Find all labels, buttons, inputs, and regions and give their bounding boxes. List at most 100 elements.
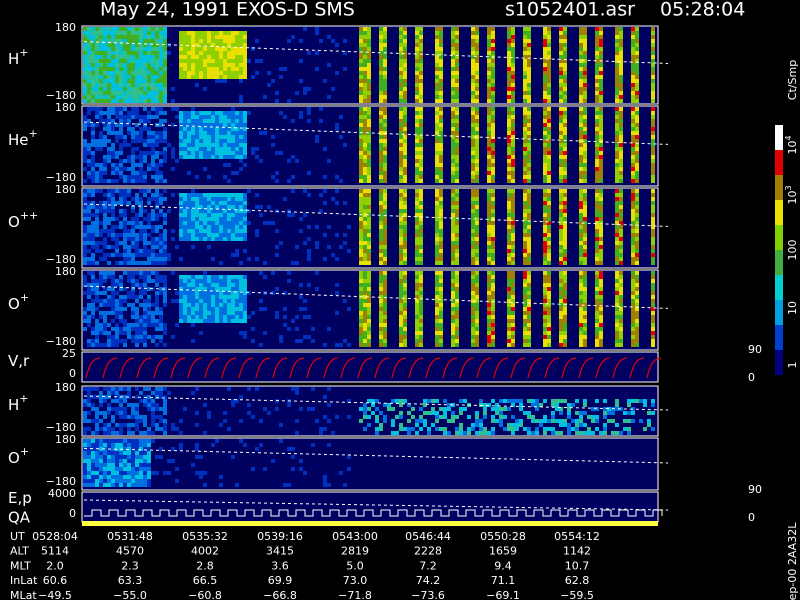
- cell: [103, 253, 107, 257]
- cell: [383, 205, 387, 209]
- cell: [235, 221, 239, 225]
- cell: [231, 131, 235, 135]
- cell: [199, 299, 203, 303]
- cell: [183, 205, 187, 209]
- cell: [403, 261, 407, 265]
- cell: [451, 339, 455, 343]
- cell: [127, 221, 131, 225]
- cell: [547, 51, 551, 55]
- cell: [475, 201, 479, 205]
- cell: [179, 35, 183, 39]
- cell: [523, 31, 527, 35]
- cell: [543, 233, 547, 237]
- cell: [131, 197, 135, 201]
- cell: [599, 163, 603, 167]
- cell: [475, 147, 479, 151]
- cell: [511, 55, 515, 59]
- cell: [139, 35, 143, 39]
- cell: [159, 319, 163, 323]
- cell: [83, 275, 87, 279]
- cell: [599, 35, 603, 39]
- cell: [379, 295, 383, 299]
- cell: [379, 311, 383, 315]
- cell: [195, 319, 199, 323]
- cell: [527, 275, 531, 279]
- cell: [231, 59, 235, 63]
- cell: [187, 119, 191, 123]
- cell: [363, 257, 367, 261]
- cell: [651, 151, 655, 155]
- cell: [147, 249, 151, 253]
- cell: [103, 135, 107, 139]
- cell: [635, 75, 639, 79]
- cell: [235, 307, 239, 311]
- cell: [379, 39, 383, 43]
- cell: [95, 163, 99, 167]
- cell: [327, 327, 331, 331]
- cell: [139, 229, 143, 233]
- cell: [135, 79, 139, 83]
- cell: [207, 307, 211, 311]
- cell: [403, 189, 407, 193]
- cell: [239, 291, 243, 295]
- cell: [507, 35, 511, 39]
- cell: [403, 123, 407, 127]
- cell: [147, 201, 151, 205]
- cell: [475, 171, 479, 175]
- cell: [223, 237, 227, 241]
- cell: [367, 63, 371, 67]
- cell: [87, 55, 91, 59]
- cell: [455, 205, 459, 209]
- cell: [123, 319, 127, 323]
- cell: [511, 59, 515, 63]
- cell: [195, 197, 199, 201]
- cell: [399, 51, 403, 55]
- cell: [231, 147, 235, 151]
- cell: [367, 245, 371, 249]
- cell: [147, 71, 151, 75]
- cell: [111, 155, 115, 159]
- cell: [195, 275, 199, 279]
- cell: [107, 201, 111, 205]
- cell: [95, 335, 99, 339]
- cell: [191, 43, 195, 47]
- cell: [91, 59, 95, 63]
- cell: [511, 257, 515, 261]
- cell: [359, 155, 363, 159]
- cell: [435, 147, 439, 151]
- cell: [239, 131, 243, 135]
- cell: [111, 209, 115, 213]
- cell: [579, 307, 583, 311]
- cell: [475, 131, 479, 135]
- cell: [439, 237, 443, 241]
- cell: [115, 201, 119, 205]
- cell: [527, 229, 531, 233]
- cell: [363, 67, 367, 71]
- cell: [203, 299, 207, 303]
- cell: [471, 311, 475, 315]
- cell: [163, 35, 167, 39]
- cell: [187, 209, 191, 213]
- cell: [635, 315, 639, 319]
- cell: [451, 31, 455, 35]
- cell: [559, 131, 563, 135]
- cell: [151, 213, 155, 217]
- cell: [651, 175, 655, 179]
- cell: [379, 91, 383, 95]
- cell: [583, 99, 587, 103]
- cell: [651, 119, 655, 123]
- cell: [403, 55, 407, 59]
- cell: [183, 307, 187, 311]
- cell: [123, 237, 127, 241]
- cell: [163, 261, 167, 265]
- cell: [227, 163, 231, 167]
- cell: [511, 79, 515, 83]
- cell: [179, 123, 183, 127]
- cell: [219, 315, 223, 319]
- cell: [151, 315, 155, 319]
- cell: [163, 47, 167, 51]
- cell: [207, 115, 211, 119]
- cell: [179, 31, 183, 35]
- cell: [87, 87, 91, 91]
- cell: [87, 31, 91, 35]
